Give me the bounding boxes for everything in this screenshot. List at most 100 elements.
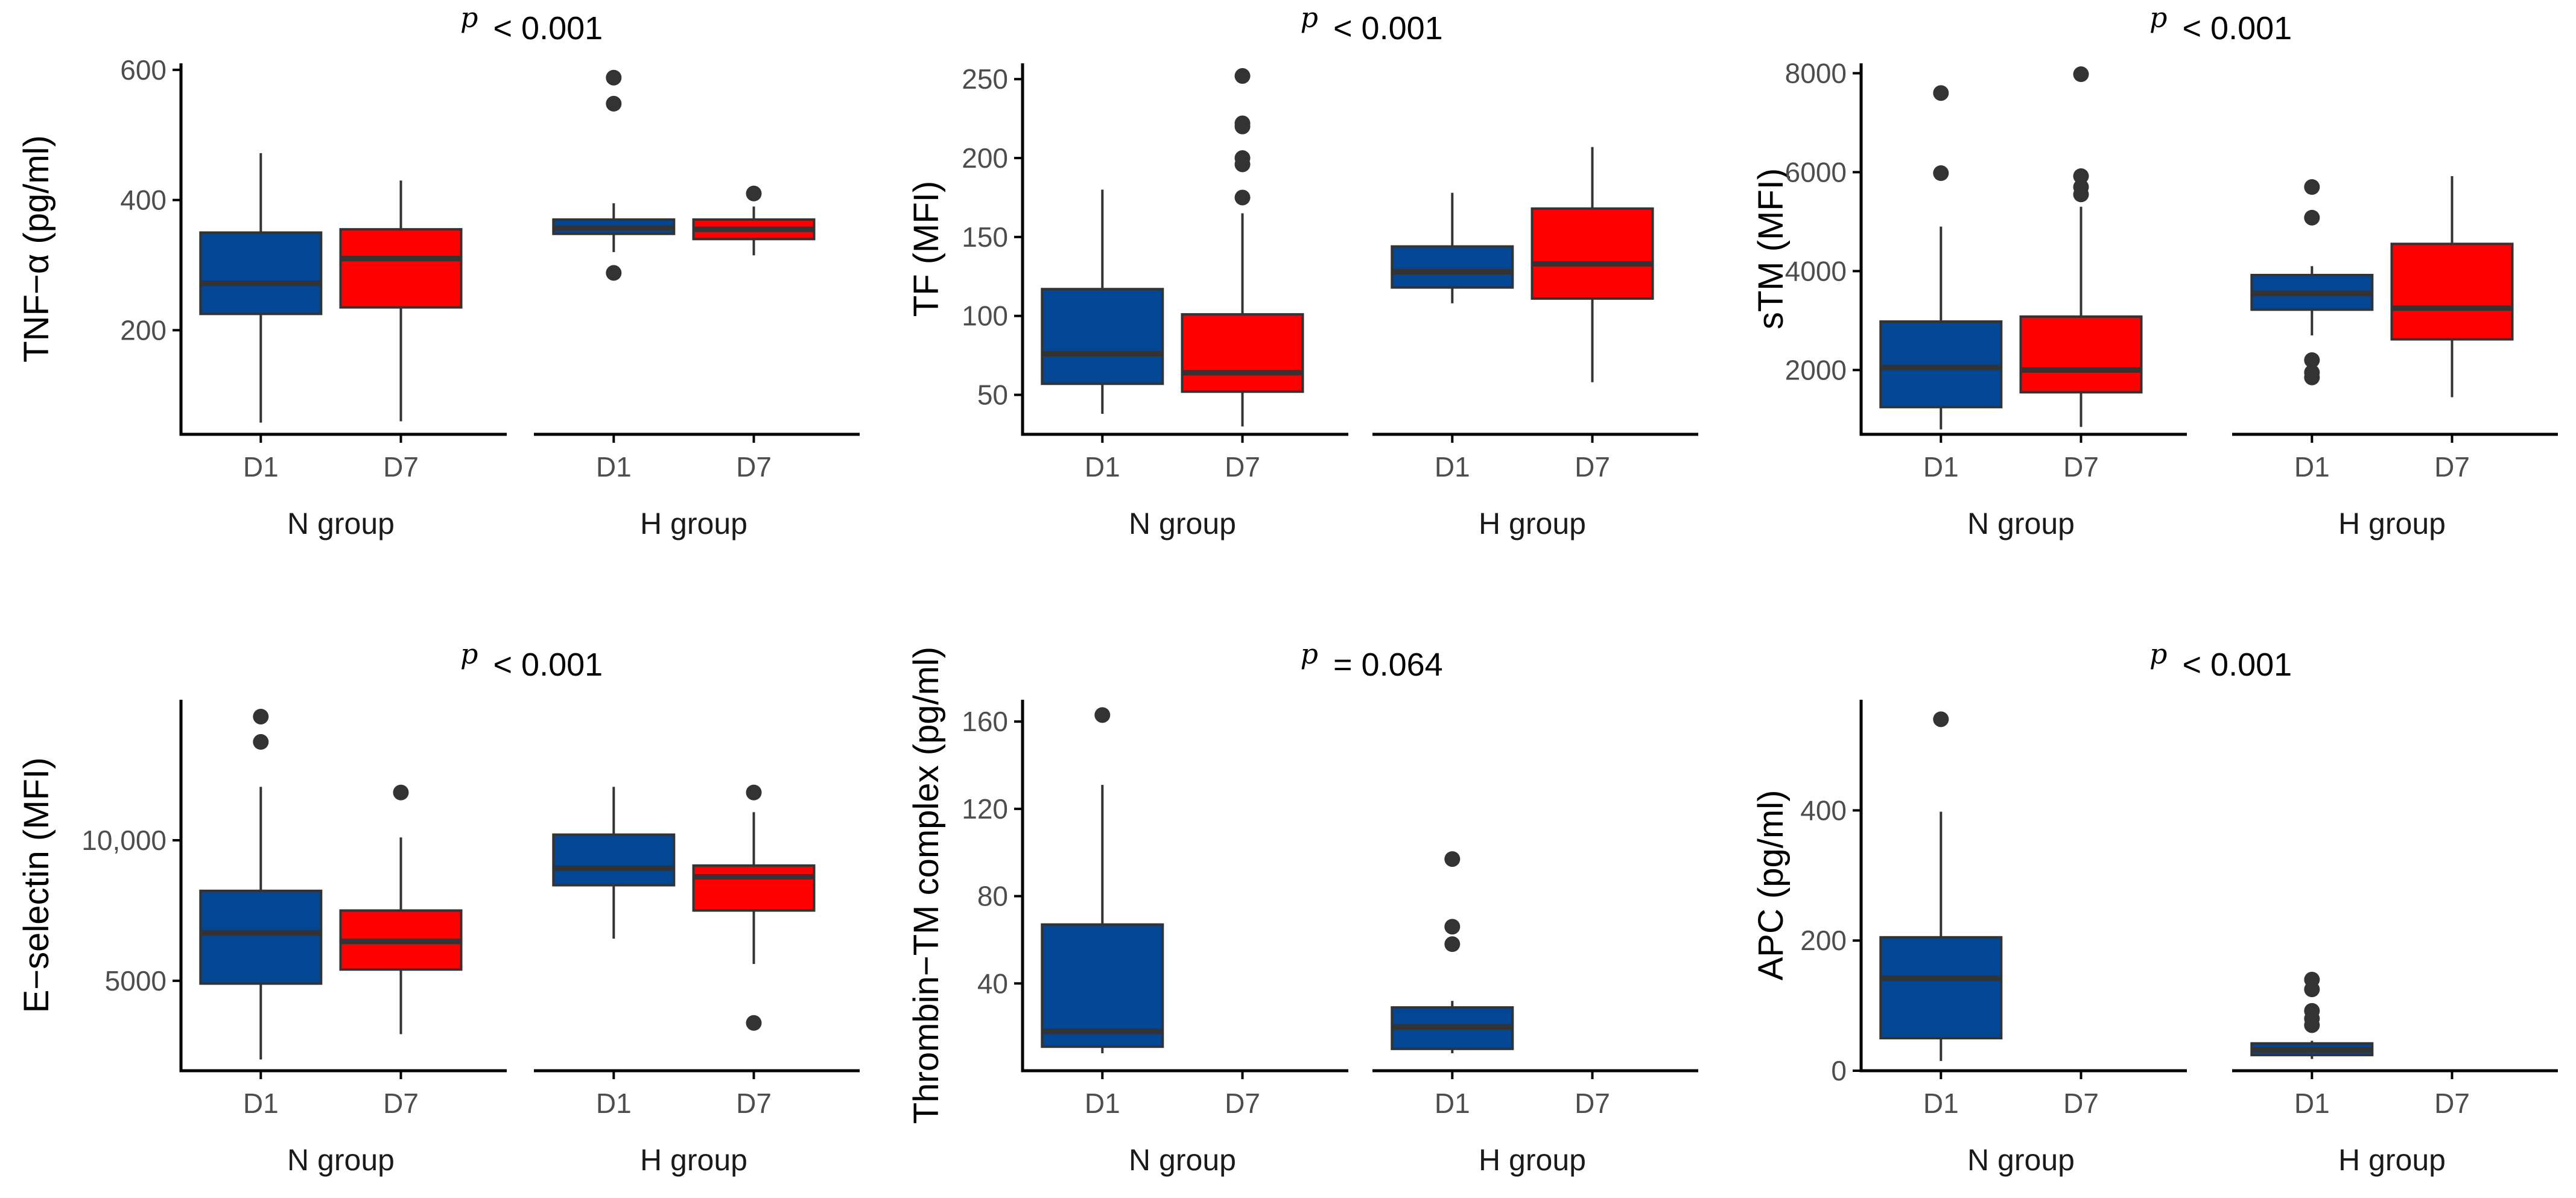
x-tick-label: D7 [1225,1088,1260,1119]
y-tick-label: 600 [120,54,167,86]
box-body [199,231,323,315]
outlier-point [253,734,269,750]
y-tick-label: 40 [977,968,1008,999]
x-tick-label: D1 [596,451,632,483]
outlier-point [2073,186,2089,203]
p-value-label: < 0.001 [493,10,603,46]
box-body [2019,315,2143,394]
outlier-point [1444,936,1461,952]
box-body [692,864,816,912]
outlier-point [253,708,269,724]
facet-label: H group [2338,1143,2446,1177]
outlier-point [746,185,762,201]
facet-label: N group [287,507,395,540]
outlier-point [1234,189,1251,206]
facet-label: N group [1967,507,2075,540]
facet-label: H group [640,1143,747,1177]
p-value-symbol: p [1301,1,1318,34]
x-tick-label: D7 [1575,1088,1610,1119]
outlier-point [2304,209,2320,226]
box-body [199,889,323,985]
outlier-point [2073,66,2089,83]
facet-label: N group [287,1143,395,1177]
outlier-point [606,69,622,86]
x-tick-label: D1 [1435,1088,1470,1119]
outlier-point [2304,179,2320,195]
x-tick-label: D1 [243,451,279,483]
y-tick-label: 400 [120,185,167,216]
x-tick-label: D7 [736,1088,772,1119]
box-body [552,833,676,887]
y-tick-label: 8000 [1785,57,1847,89]
x-tick-label: D1 [243,1088,279,1119]
box-body [2390,242,2514,341]
box-n-d7 [339,784,463,1035]
x-tick-label: D1 [1085,451,1120,483]
y-tick-label: 200 [1800,925,1847,956]
p-value-label: = 0.064 [1333,647,1443,683]
box-n-d7 [339,180,463,422]
y-tick-label: 100 [962,300,1008,332]
x-tick-label: D1 [1085,1088,1120,1119]
x-tick-label: D7 [383,1088,419,1119]
x-tick-label: D7 [2063,451,2099,483]
p-value-label: < 0.001 [493,647,603,683]
outlier-point [1234,118,1251,135]
y-tick-label: 4000 [1785,255,1847,287]
box-body [1391,245,1514,289]
outlier-point [2304,981,2320,998]
y-tick-label: 2000 [1785,354,1847,385]
x-tick-label: D1 [2294,451,2330,483]
facet-label: N group [1967,1143,2075,1177]
x-tick-label: D7 [736,451,772,483]
box-n-d1 [1879,711,2003,1061]
y-axis-label: sTM (MFI) [1751,168,1791,329]
p-value-symbol: p [2149,1,2167,34]
y-axis-label: TNF−α (pg/ml) [17,135,56,363]
y-tick-label: 160 [962,706,1008,737]
facet-label: H group [2338,507,2446,540]
box-h-d1 [1391,192,1514,303]
box-body [1531,207,1654,300]
outlier-point [393,784,409,800]
y-axis-label: Thrombin−TM complex (pg/ml) [907,647,946,1124]
box-n-d7 [1181,68,1304,426]
y-tick-label: 10,000 [81,825,167,856]
p-value-label: < 0.001 [2183,647,2292,683]
x-tick-label: D7 [1225,451,1260,483]
outlier-point [1094,707,1111,723]
box-body [1879,320,2003,408]
box-body [1879,936,2003,1040]
panel-stm: p < 0.001 sTM (MFI) 2000 4000 6000 8000 D1 D7 N g… [1751,1,2558,540]
facet-label: H group [1479,507,1586,540]
panel-tf: p < 0.001 TF (MFI) 50 100 150 200 250 D1 D7 N grou… [907,1,1698,540]
box-h-d7 [692,185,816,256]
outlier-point [2304,369,2320,385]
box-h-d1 [1391,851,1514,1054]
panel-thrombin: p = 0.064 Thrombin−TM complex (pg/ml) 40 80 1… [907,638,1698,1177]
x-tick-label: D1 [1923,1088,1959,1119]
x-tick-label: D1 [1923,451,1959,483]
box-n-d1 [1041,707,1164,1054]
outlier-point [1933,85,1949,101]
outlier-point [2304,1017,2320,1033]
box-body [1181,313,1304,393]
facet-label: N group [1129,507,1236,540]
outlier-point [1933,165,1949,182]
outlier-point [746,1015,762,1031]
box-body [1041,288,1164,385]
y-tick-label: 5000 [105,965,167,997]
outlier-point [606,95,622,112]
outlier-point [1234,68,1251,84]
y-tick-label: 200 [120,314,167,346]
panel-apc: p < 0.001 APC (pg/ml) 0 200 400 D1 D7 N group D1 D… [1751,638,2558,1177]
outlier-point [1234,156,1251,173]
x-tick-label: D7 [383,451,419,483]
y-tick-label: 150 [962,221,1008,253]
box-n-d7 [2019,66,2143,427]
panel-esel: p < 0.001 E−selectin (MFI) 5000 10,000 D1 D7 N … [17,638,860,1177]
x-tick-label: D7 [1575,451,1610,483]
box-n-d1 [199,708,323,1060]
